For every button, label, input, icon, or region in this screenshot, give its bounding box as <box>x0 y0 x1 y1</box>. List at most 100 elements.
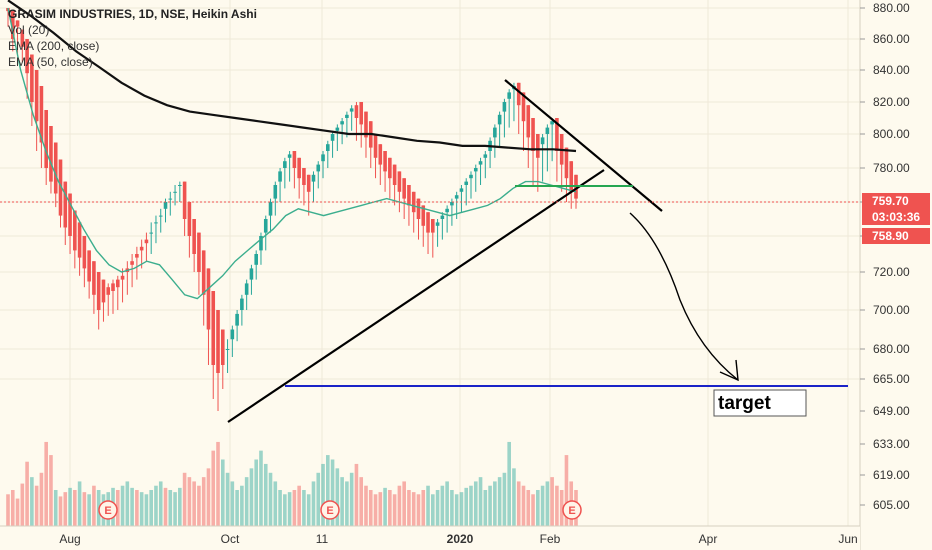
candle-body <box>58 159 63 216</box>
candle-body <box>216 310 220 373</box>
indicator-vol[interactable]: Vol (20) <box>8 23 50 37</box>
candle-body <box>378 144 383 165</box>
earnings-marker-label: E <box>326 505 333 517</box>
candle-body <box>493 127 497 138</box>
volume-bar <box>493 481 497 526</box>
volume-bar <box>197 485 201 526</box>
indicator-ema200[interactable]: EMA (200, close) <box>8 39 100 53</box>
volume-bar <box>397 485 402 526</box>
candle-body <box>87 250 91 282</box>
projection-arrow <box>629 212 739 381</box>
price-tick-label: 860.00 <box>873 32 910 46</box>
volume-bar <box>187 477 192 526</box>
candle-body <box>273 185 278 199</box>
volume-bar <box>158 481 163 526</box>
volume-bar <box>30 477 34 526</box>
candle-body <box>287 154 292 158</box>
candle-body <box>306 174 311 192</box>
candle-body <box>426 212 430 233</box>
earnings-marker[interactable] <box>562 500 582 520</box>
candle-body <box>431 219 435 233</box>
volume-bar <box>526 490 531 526</box>
candle-body <box>349 108 354 112</box>
volume-bar <box>545 481 550 526</box>
candle-body <box>106 287 111 295</box>
candle-body <box>20 29 25 47</box>
candle-body <box>564 147 569 179</box>
candle-body <box>249 268 254 280</box>
candle-body <box>73 210 77 251</box>
price-tick-label: 720.00 <box>873 265 910 279</box>
volume-bar <box>20 483 25 526</box>
candle-body <box>101 279 106 303</box>
volume-bar <box>63 492 68 526</box>
volume-bar <box>92 485 96 526</box>
volume-bar <box>77 481 82 526</box>
candle-body <box>402 178 406 199</box>
volume-bar <box>459 492 464 526</box>
volume-bar <box>211 450 216 526</box>
volume-bar <box>259 450 263 526</box>
volume-bar <box>34 485 39 526</box>
volume-bar <box>531 494 535 526</box>
drawings: target <box>227 79 848 423</box>
volume-bar <box>125 481 130 526</box>
candle-body <box>92 261 96 295</box>
volume-bar <box>244 477 249 526</box>
earnings-marker[interactable] <box>98 500 118 520</box>
volume-bar <box>53 490 58 526</box>
volume-bar <box>411 492 416 526</box>
ema200-line <box>7 0 577 153</box>
earnings-marker[interactable] <box>320 500 340 520</box>
volume-bar <box>216 441 220 526</box>
candle-body <box>435 222 440 226</box>
candle-body <box>340 121 344 125</box>
volume-bar <box>483 490 488 526</box>
indicator-ema50[interactable]: EMA (50, close) <box>8 55 93 69</box>
candle-body <box>34 70 39 122</box>
price-tick-label: 840.00 <box>873 63 910 77</box>
candle-body <box>540 137 545 145</box>
volume-bar <box>478 477 483 526</box>
volume-bar <box>555 485 559 526</box>
volume-bar <box>497 477 502 526</box>
volume-bar <box>388 490 392 526</box>
candle-body <box>292 151 297 168</box>
volume-bar <box>68 487 72 526</box>
volume-bar <box>263 463 268 526</box>
time-axis-bg <box>0 526 860 550</box>
candle-body <box>464 181 469 185</box>
time-tick-label: Jun <box>838 532 857 546</box>
candle-body <box>321 154 325 162</box>
candle-body <box>392 164 397 185</box>
volume-bar <box>39 472 44 526</box>
candle-body <box>39 86 44 143</box>
volume-bar <box>44 441 48 526</box>
volume-bar <box>25 461 29 526</box>
target-label: target <box>718 393 771 414</box>
candle-body <box>230 329 235 340</box>
time-tick-label: Feb <box>540 532 561 546</box>
volume-bar <box>512 468 516 526</box>
candle-body <box>454 195 459 199</box>
volume-bar <box>502 472 507 526</box>
volume-bar <box>254 459 259 526</box>
candle-body <box>569 161 574 192</box>
candle-body <box>154 222 158 224</box>
volume-bar <box>564 455 569 526</box>
volume-bar <box>49 455 53 526</box>
volume-bar <box>287 492 292 526</box>
candle-body <box>497 114 502 125</box>
volume-bar <box>278 490 282 526</box>
bar-countdown-tag-bg <box>862 209 930 225</box>
price-tick-label: 665.00 <box>873 372 910 386</box>
target-label-box <box>713 389 807 417</box>
volume-bar <box>120 485 125 526</box>
volume-bar <box>6 494 10 526</box>
price-tick-label: 649.00 <box>873 404 910 418</box>
volume-bar <box>273 481 278 526</box>
candle-body <box>359 102 364 125</box>
volume-bar <box>521 485 526 526</box>
